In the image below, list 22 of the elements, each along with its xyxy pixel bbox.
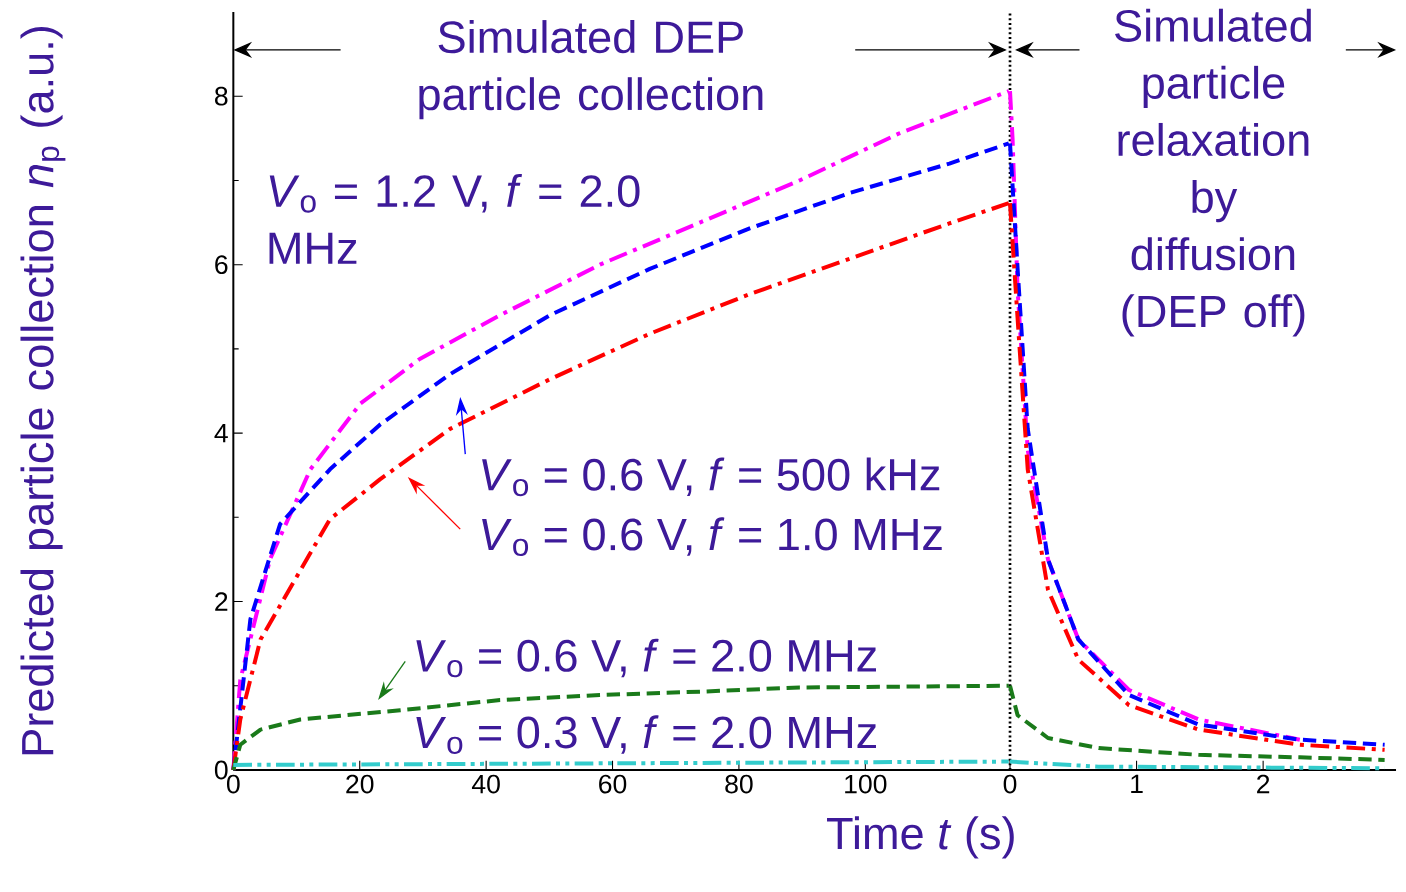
- x-tick-label: 20: [346, 774, 374, 794]
- x-tick-label: 80: [725, 774, 753, 794]
- x-axis-title: Time t (s): [827, 816, 1014, 859]
- annotation: V$_{o}$ = 0.3 V, f = 2.0 MHz: [416, 715, 876, 754]
- y-tick-label: 8: [215, 86, 228, 106]
- y-axis-title: Predicted particle collection n$_{p}$ (a.u.): [20, 26, 66, 755]
- x-tick-label: 60: [599, 774, 627, 794]
- x-tick-label: 40: [471, 774, 500, 794]
- x-tick-label: 1: [1131, 774, 1143, 793]
- y-tick-label: 2: [215, 592, 228, 611]
- text: Simulated particle relaxation by diffusion (DEP off): [1115, 8, 1311, 337]
- y-tick-label: 6: [215, 255, 228, 275]
- text: V$_{o}$ = 1.2 V, f = 2.0 MHz: [269, 173, 640, 264]
- x-tick-label: 2: [1257, 774, 1270, 794]
- text: Simulated DEP particle collection: [419, 20, 763, 120]
- annotation: V$_{o}$ = 0.6 V, f = 500 kHz: [482, 457, 940, 497]
- x-tick-label: 100: [845, 774, 887, 794]
- annotation: V$_{o}$ = 0.6 V, f = 1.0 MHz: [482, 517, 942, 557]
- annotation: V$_{o}$ = 0.6 V, f = 2.0 MHz: [416, 638, 876, 678]
- y-tick-label: 0: [214, 760, 228, 780]
- x-tick-label: 0: [1003, 774, 1017, 794]
- y-tick-label: 4: [214, 423, 228, 443]
